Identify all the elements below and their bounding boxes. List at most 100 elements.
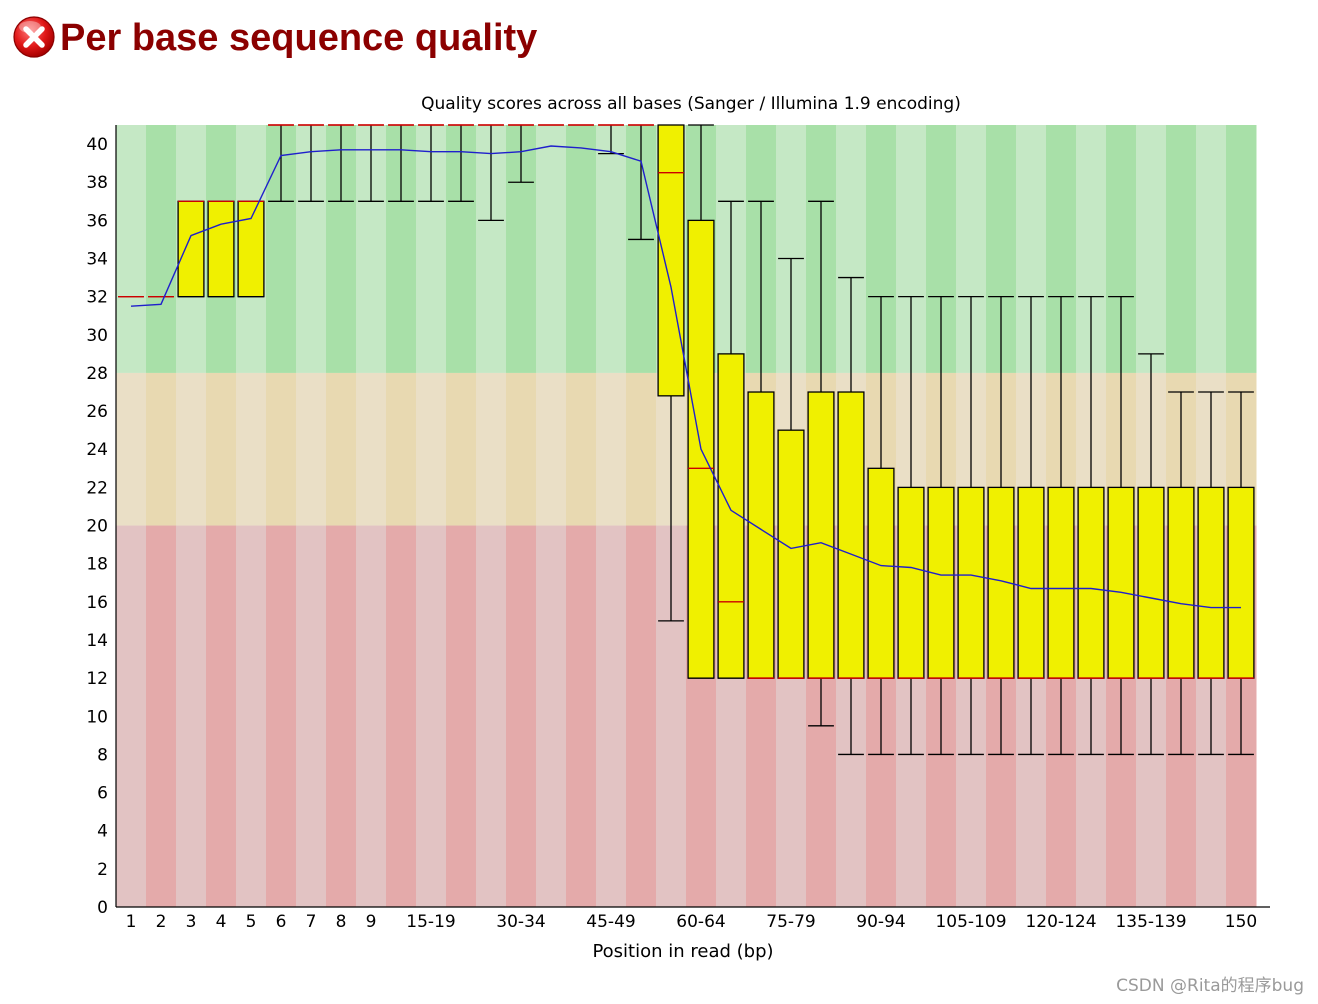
y-tick-label: 18 <box>86 555 108 575</box>
zone-reasonable-stripe <box>536 372 567 526</box>
box-80-84 <box>807 200 835 727</box>
box-30-34 <box>508 124 534 183</box>
iqr-box <box>1167 486 1195 679</box>
iqr-box <box>177 200 205 298</box>
mean-series <box>130 145 1241 609</box>
x-tick-label: 60-64 <box>676 912 725 932</box>
x-tick-label: 1 <box>126 912 137 932</box>
zone-poor-stripe <box>386 525 417 907</box>
box-55-59 <box>657 124 685 622</box>
zone-good-stripe <box>1166 125 1197 373</box>
y-tick-label: 20 <box>86 517 108 537</box>
iqr-box <box>1017 486 1045 679</box>
zone-poor-stripe <box>626 525 657 907</box>
box-140-144 <box>1167 391 1195 756</box>
zone-good-stripe <box>1196 125 1227 373</box>
zone-reasonable-stripe <box>176 372 207 526</box>
zone-reasonable-stripe <box>296 372 327 526</box>
zone-poor-stripe <box>356 525 387 907</box>
box-8 <box>328 124 354 202</box>
box-115-119 <box>1017 296 1045 756</box>
zone-poor-stripe <box>146 525 177 907</box>
iqr-box <box>927 486 955 679</box>
box-120-124 <box>1047 296 1075 756</box>
y-tick-label: 10 <box>86 707 108 727</box>
y-tick-label: 32 <box>86 288 108 308</box>
zone-reasonable-stripe <box>476 372 507 526</box>
x-tick-label: 7 <box>306 912 317 932</box>
zone-poor-stripe <box>296 525 327 907</box>
box-130-134 <box>1107 296 1135 756</box>
box-75-79 <box>777 257 805 679</box>
iqr-box <box>957 486 985 679</box>
y-tick-label: 2 <box>97 860 108 880</box>
zone-poor-stripe <box>176 525 207 907</box>
y-tick-label: 40 <box>86 135 108 155</box>
x-tick-label: 5 <box>246 912 257 932</box>
x-tick-label: 3 <box>186 912 197 932</box>
x-tick-label: 9 <box>366 912 377 932</box>
zone-poor-stripe <box>416 525 447 907</box>
zone-good-stripe <box>536 125 567 373</box>
box-95-99 <box>897 296 925 756</box>
box-105-109 <box>957 296 985 756</box>
box-9 <box>358 124 384 202</box>
box-85-89 <box>837 276 865 756</box>
zone-poor-stripe <box>506 525 537 907</box>
y-tick-label: 6 <box>97 784 108 804</box>
x-tick-label: 8 <box>336 912 347 932</box>
watermark: CSDN @Rita的程序bug <box>1116 976 1304 996</box>
box-5 <box>237 200 265 298</box>
x-tick-label: 30-34 <box>496 912 545 932</box>
x-tick-label: 6 <box>276 912 287 932</box>
zone-good-stripe <box>146 125 177 373</box>
x-tick-label: 120-124 <box>1025 912 1096 932</box>
x-tick-label: 2 <box>156 912 167 932</box>
y-tick-label: 30 <box>86 326 108 346</box>
iqr-box <box>777 429 805 679</box>
box-125-129 <box>1077 296 1105 756</box>
x-tick-label: 75-79 <box>766 912 815 932</box>
iqr-box <box>1137 486 1165 679</box>
y-tick-label: 36 <box>86 211 108 231</box>
box-6 <box>268 124 294 202</box>
quality-zones <box>116 125 1257 907</box>
y-tick-label: 26 <box>86 402 108 422</box>
iqr-box <box>1107 486 1135 679</box>
y-tick-label: 38 <box>86 173 108 193</box>
box-25-29 <box>478 124 504 222</box>
zone-poor-stripe <box>326 525 357 907</box>
zone-reasonable-stripe <box>146 372 177 526</box>
x-axis-label: Position in read (bp) <box>592 941 773 962</box>
zone-reasonable-stripe <box>116 372 147 526</box>
iqr-box <box>867 467 895 679</box>
x-tick-label: 135-139 <box>1115 912 1186 932</box>
zone-good-stripe <box>566 125 597 373</box>
zone-poor-stripe <box>266 525 297 907</box>
box-4 <box>207 200 235 298</box>
iqr-box <box>1227 486 1255 679</box>
y-tick-label: 16 <box>86 593 108 613</box>
zone-poor-stripe <box>596 525 627 907</box>
y-tick-label: 14 <box>86 631 108 651</box>
zone-good-stripe <box>596 125 627 373</box>
x-tick-label: 105-109 <box>935 912 1006 932</box>
box-20-24 <box>448 124 474 202</box>
zone-poor-stripe <box>536 525 567 907</box>
y-tick-label: 0 <box>97 898 108 918</box>
y-tick-label: 12 <box>86 669 108 689</box>
y-tick-label: 4 <box>97 822 108 842</box>
box-135-139 <box>1137 353 1165 756</box>
x-tick-label: 45-49 <box>586 912 635 932</box>
zone-good-stripe <box>1226 125 1257 373</box>
x-tick-label: 90-94 <box>856 912 905 932</box>
zone-poor-stripe <box>236 525 267 907</box>
x-tick-label: 15-19 <box>406 912 455 932</box>
iqr-box <box>897 486 925 679</box>
zone-poor-stripe <box>116 525 147 907</box>
zone-poor-stripe <box>566 525 597 907</box>
iqr-box <box>657 124 685 397</box>
x-tick-label: 4 <box>216 912 227 932</box>
